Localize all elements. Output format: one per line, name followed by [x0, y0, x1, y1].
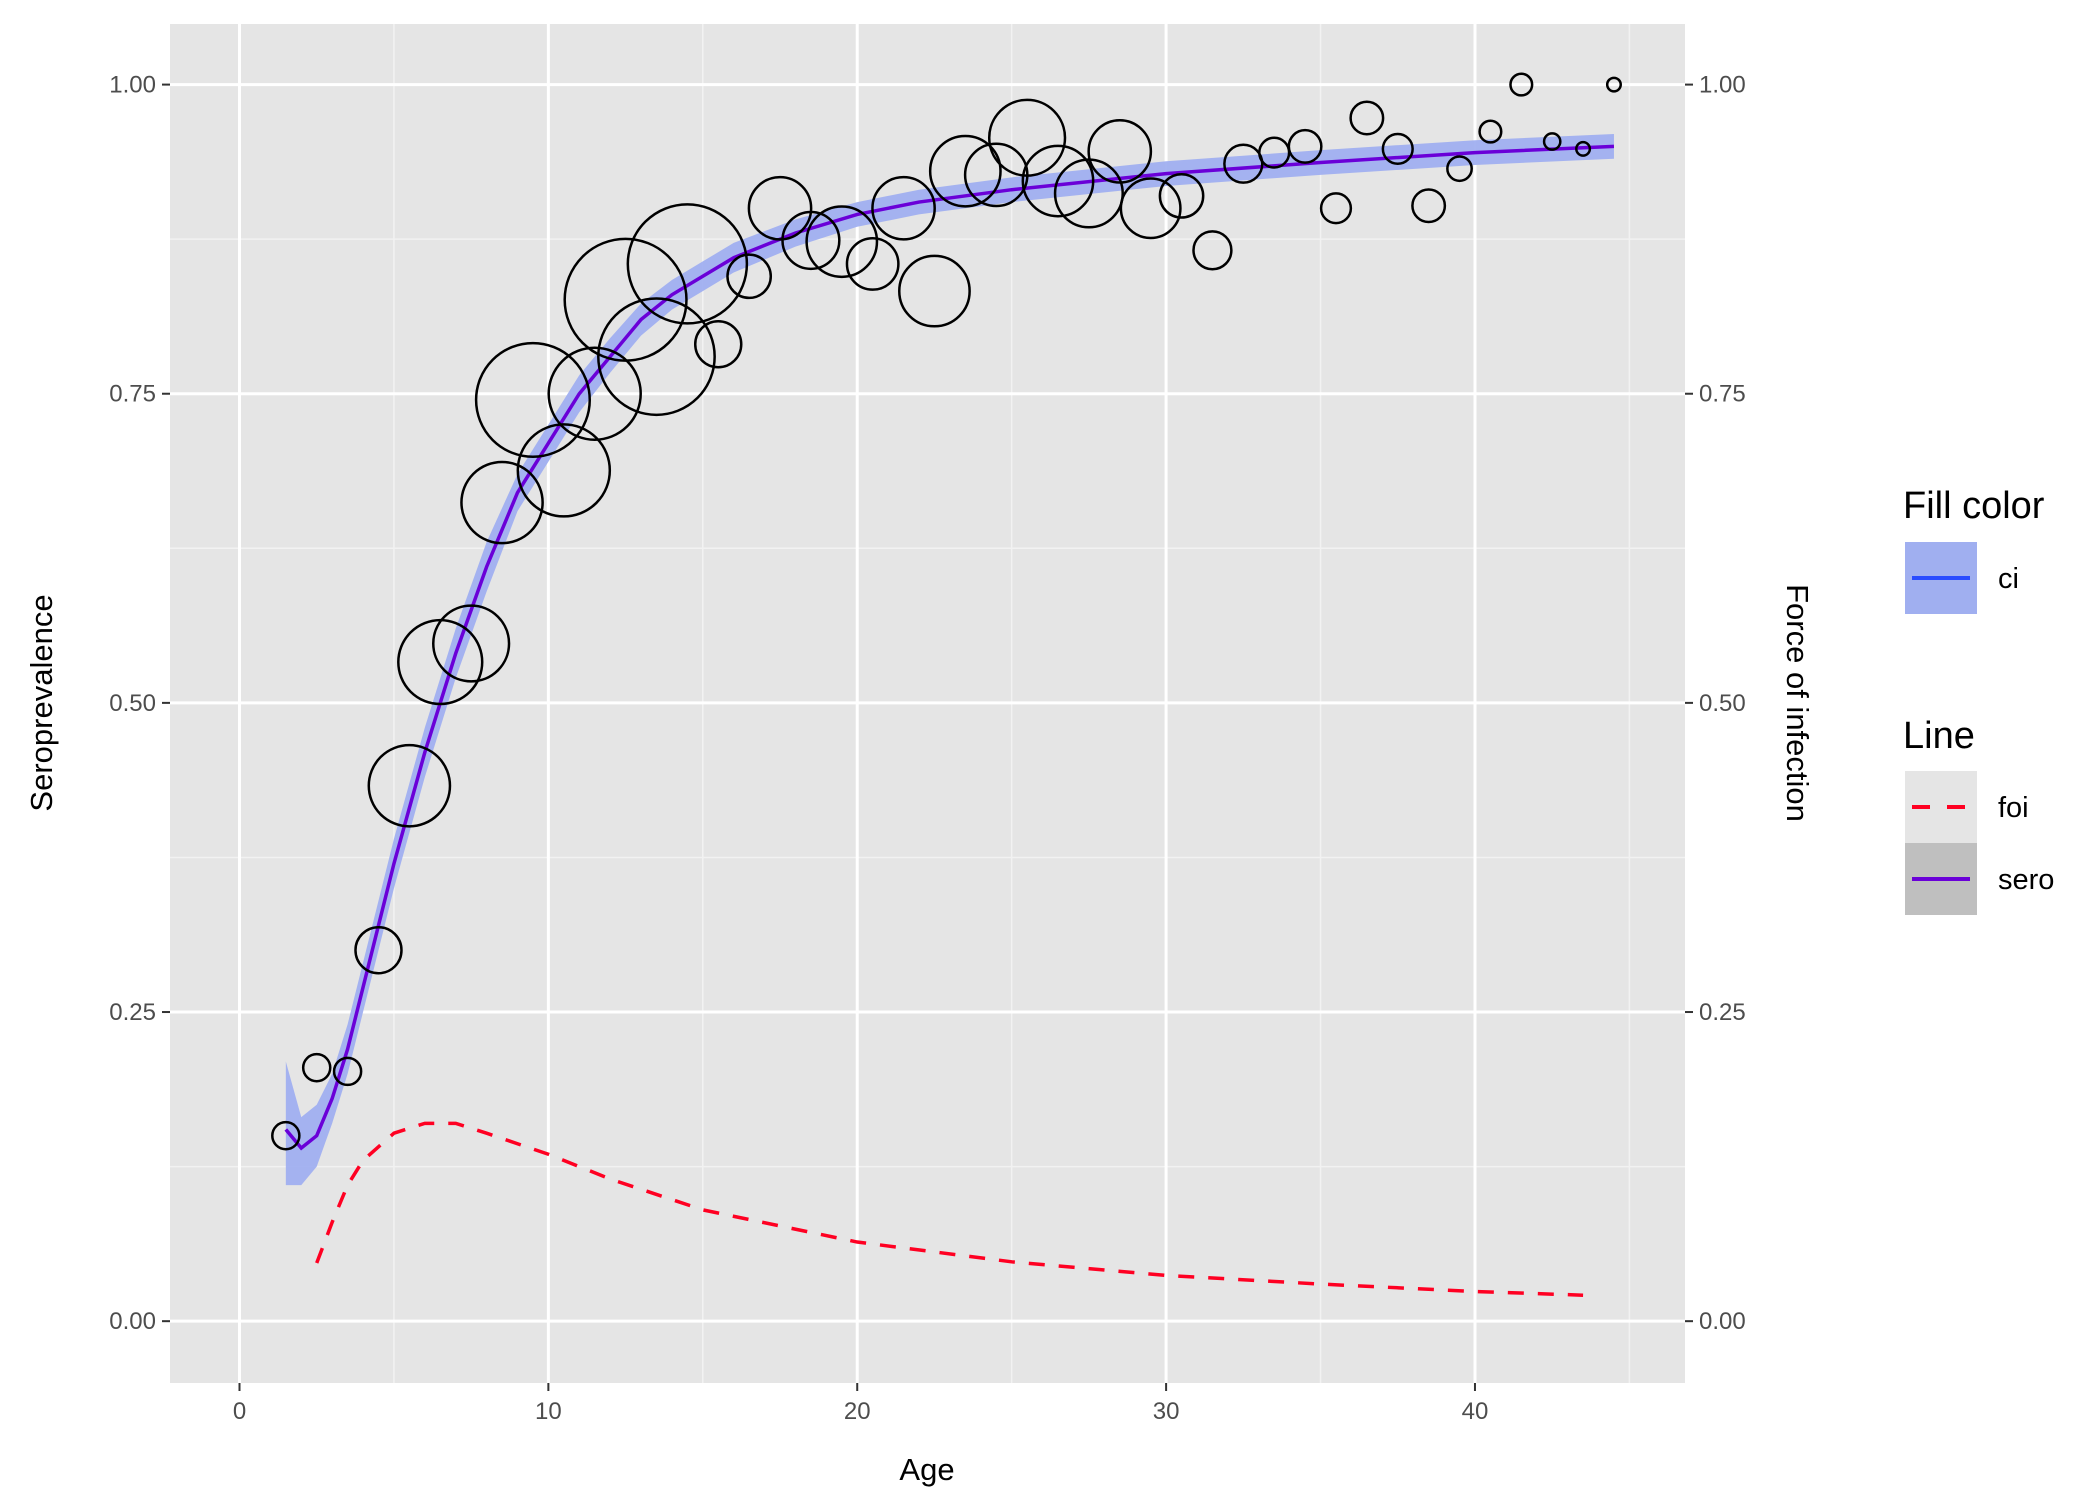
data-point — [1021, 144, 1095, 218]
foi-line — [315, 1121, 1584, 1297]
data-point — [563, 237, 688, 362]
data-point — [354, 925, 403, 975]
data-point — [1349, 100, 1385, 136]
y-right-axis-title: Force of infection — [1780, 584, 1815, 822]
data-point — [626, 203, 749, 325]
data-point — [1287, 128, 1323, 164]
data-point — [871, 175, 936, 241]
data-point — [332, 1056, 363, 1087]
y-tick-label: 0.25 — [109, 999, 156, 1026]
data-point — [367, 743, 452, 828]
data-point — [726, 253, 773, 300]
x-tick-label: 30 — [1153, 1398, 1180, 1425]
data-point — [1575, 140, 1592, 157]
data-point — [432, 604, 511, 683]
data-point — [1542, 132, 1562, 151]
data-point — [898, 254, 971, 328]
data-point — [1158, 172, 1205, 219]
data-point — [1119, 177, 1182, 240]
y-tick-label: 1.00 — [109, 72, 156, 99]
data-point — [1411, 188, 1447, 224]
y-right-tick-label: 0.50 — [1699, 690, 1746, 717]
data-point — [1605, 76, 1622, 93]
y-tick-label: 0.00 — [109, 1308, 156, 1335]
data-point — [301, 1052, 332, 1083]
x-tick-label: 20 — [844, 1398, 871, 1425]
legend-line-title: Line — [1903, 715, 1975, 757]
sero-line — [284, 144, 1615, 1151]
y-right-tick-label: 0.25 — [1699, 999, 1746, 1026]
legend-ci-label: ci — [1998, 563, 2019, 595]
data-point — [805, 205, 879, 279]
x-tick-label: 40 — [1462, 1398, 1489, 1425]
data-point — [1192, 230, 1233, 271]
data-point — [516, 423, 612, 518]
data-point — [460, 460, 544, 545]
x-axis-title: Age — [899, 1452, 954, 1487]
data-point — [474, 341, 591, 458]
y-axis-title: Seroprevalence — [24, 594, 59, 811]
data-point — [271, 1120, 301, 1151]
data-point — [1223, 143, 1264, 184]
data-point — [547, 346, 642, 441]
data-point — [928, 134, 1002, 208]
data-point — [597, 297, 716, 417]
data-point — [1319, 192, 1353, 225]
data-point — [1509, 72, 1534, 97]
y-right-tick-label: 0.00 — [1699, 1308, 1746, 1335]
y-tick-label: 0.50 — [109, 690, 156, 717]
data-point — [845, 236, 900, 291]
y-right-tick-label: 1.00 — [1699, 72, 1746, 99]
legend-fill-title: Fill color — [1903, 485, 2045, 527]
legend: Fill color Line ci foi sero — [1903, 485, 2054, 915]
data-point — [987, 98, 1067, 177]
y-right-tick-label: 0.75 — [1699, 381, 1746, 408]
data-point — [781, 210, 841, 271]
x-tick-label: 10 — [535, 1398, 562, 1425]
data-point — [747, 175, 813, 241]
x-tick-label: 0 — [233, 1398, 246, 1425]
legend-sero-label: sero — [1998, 864, 2054, 896]
data-point — [693, 320, 743, 369]
data-point — [1087, 118, 1153, 184]
data-point — [1478, 119, 1503, 144]
data-point — [1381, 132, 1414, 166]
legend-foi-label: foi — [1998, 792, 2029, 824]
y-tick-label: 0.75 — [109, 381, 156, 408]
data-point — [1446, 155, 1473, 183]
